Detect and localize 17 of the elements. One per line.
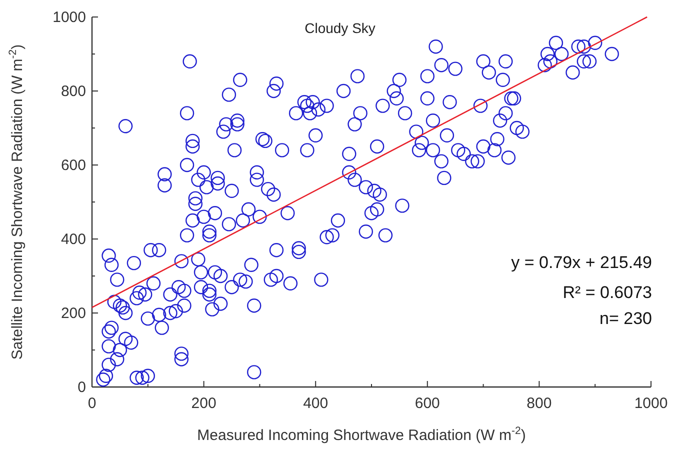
x-tick-label: 800 [526, 395, 552, 412]
y-tick-label: 400 [60, 231, 86, 248]
chart-title: Cloudy Sky [304, 20, 376, 36]
annotation: R² = 0.6073 [562, 283, 652, 302]
y-tick-label: 200 [60, 305, 86, 322]
annotation: y = 0.79x + 215.49 [511, 253, 652, 272]
y-tick-label: 0 [78, 379, 86, 396]
annotation: n= 230 [600, 309, 652, 328]
x-tick-label: 200 [191, 395, 216, 412]
y-tick-label: 600 [60, 157, 86, 174]
x-axis-title: Measured Incoming Shortwave Radiation (W m$^{-2}$) [197, 425, 526, 444]
x-tick-label: 600 [414, 395, 440, 412]
x-tick-label: 0 [88, 395, 96, 412]
y-tick-label: 1000 [52, 9, 86, 26]
y-tick-label: 800 [60, 83, 86, 100]
x-tick-label: 1000 [634, 395, 668, 412]
x-tick-label: 400 [303, 395, 328, 412]
